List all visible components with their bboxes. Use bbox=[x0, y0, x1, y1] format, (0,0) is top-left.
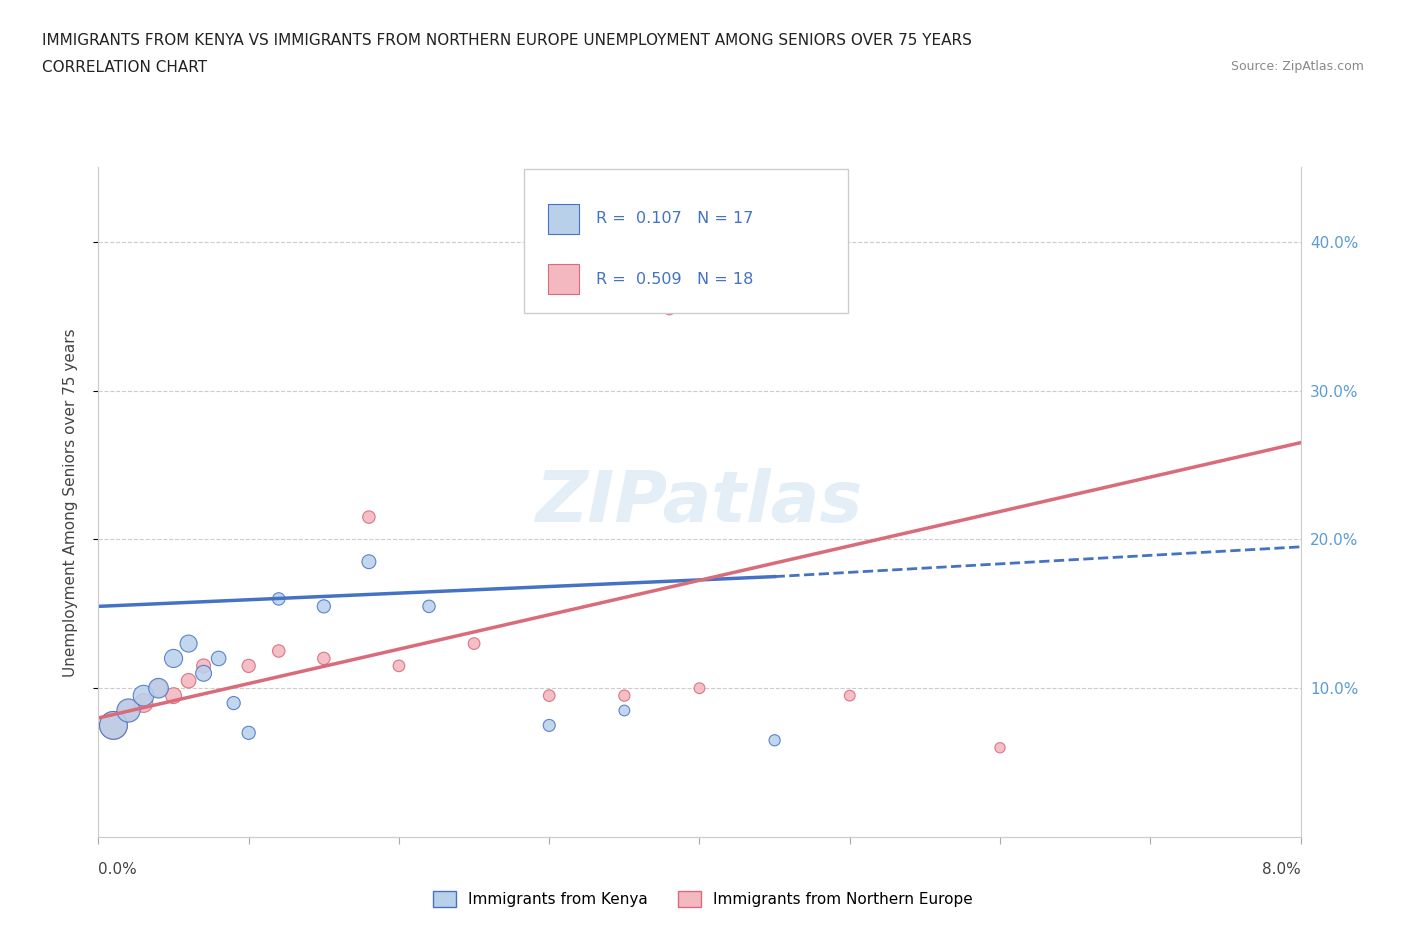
Point bbox=[162, 688, 184, 703]
Text: ZIPatlas: ZIPatlas bbox=[536, 468, 863, 537]
Text: IMMIGRANTS FROM KENYA VS IMMIGRANTS FROM NORTHERN EUROPE UNEMPLOYMENT AMONG SENI: IMMIGRANTS FROM KENYA VS IMMIGRANTS FROM… bbox=[42, 33, 972, 47]
Point bbox=[357, 554, 380, 569]
Text: R =  0.107   N = 17: R = 0.107 N = 17 bbox=[596, 211, 754, 226]
Point bbox=[538, 688, 561, 703]
Point bbox=[103, 718, 125, 733]
Point bbox=[838, 688, 860, 703]
Point bbox=[418, 599, 440, 614]
Point bbox=[267, 644, 290, 658]
Point bbox=[613, 688, 636, 703]
Point bbox=[117, 703, 139, 718]
Point bbox=[763, 733, 786, 748]
Point bbox=[177, 636, 200, 651]
Point bbox=[538, 718, 561, 733]
Point bbox=[613, 703, 636, 718]
Text: 0.0%: 0.0% bbox=[98, 862, 138, 877]
Text: R =  0.509   N = 18: R = 0.509 N = 18 bbox=[596, 272, 754, 286]
Point bbox=[148, 681, 170, 696]
Point bbox=[388, 658, 411, 673]
Point bbox=[689, 681, 711, 696]
Point bbox=[132, 696, 155, 711]
Text: 8.0%: 8.0% bbox=[1261, 862, 1301, 877]
Point bbox=[658, 301, 681, 316]
Point bbox=[103, 718, 125, 733]
Point bbox=[222, 696, 245, 711]
Point bbox=[177, 673, 200, 688]
Legend: Immigrants from Kenya, Immigrants from Northern Europe: Immigrants from Kenya, Immigrants from N… bbox=[427, 884, 979, 913]
Point bbox=[193, 658, 215, 673]
Point bbox=[238, 725, 260, 740]
Y-axis label: Unemployment Among Seniors over 75 years: Unemployment Among Seniors over 75 years bbox=[63, 328, 77, 676]
Point bbox=[988, 740, 1011, 755]
Point bbox=[193, 666, 215, 681]
Point bbox=[208, 651, 231, 666]
Text: CORRELATION CHART: CORRELATION CHART bbox=[42, 60, 207, 75]
Point bbox=[238, 658, 260, 673]
Point bbox=[148, 681, 170, 696]
Point bbox=[357, 510, 380, 525]
Point bbox=[162, 651, 184, 666]
Point bbox=[267, 591, 290, 606]
Text: Source: ZipAtlas.com: Source: ZipAtlas.com bbox=[1230, 60, 1364, 73]
Point bbox=[312, 651, 335, 666]
Point bbox=[463, 636, 485, 651]
Point bbox=[117, 703, 139, 718]
Point bbox=[132, 688, 155, 703]
Point bbox=[312, 599, 335, 614]
